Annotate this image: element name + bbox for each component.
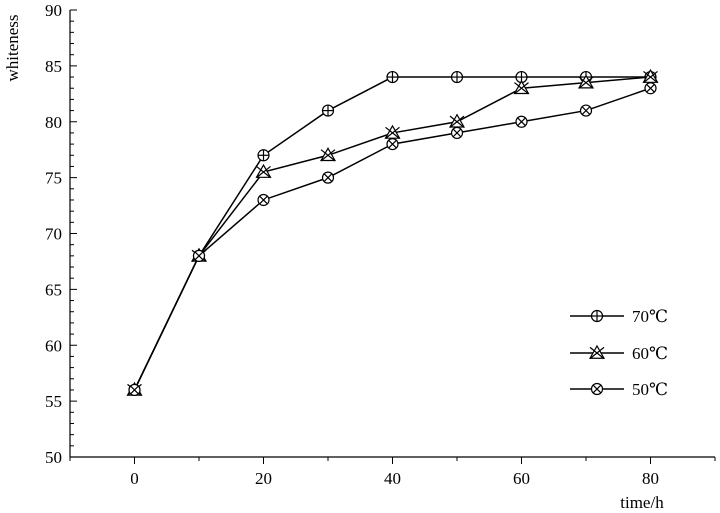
marker-diag-b — [259, 195, 268, 205]
y-tick-label: 75 — [45, 169, 62, 188]
marker-diag-b — [323, 173, 333, 183]
y-tick-label: 65 — [45, 280, 62, 299]
x-axis-label: time/h — [620, 493, 664, 512]
y-tick-label: 60 — [45, 336, 62, 355]
y-tick-label: 90 — [45, 1, 62, 20]
marker-diag-b — [589, 346, 605, 360]
y-tick-label: 70 — [45, 225, 62, 244]
data-point — [192, 249, 206, 262]
data-point — [448, 113, 466, 128]
legend: 70℃ 60℃ 50℃ — [570, 307, 668, 399]
x-tick-label: 60 — [513, 469, 530, 488]
y-axis-label: whiteness — [3, 14, 22, 81]
data-point — [128, 383, 141, 397]
y-tick-label: 85 — [45, 57, 62, 76]
marker-diag-b — [388, 139, 397, 149]
data-point — [515, 115, 528, 128]
series-line — [133, 76, 651, 391]
data-point — [644, 82, 657, 95]
series-2 — [128, 82, 657, 397]
data-point — [257, 193, 270, 207]
legend-label: 50℃ — [632, 380, 668, 399]
series-line — [133, 76, 651, 391]
data-point — [450, 126, 464, 140]
x-tick-label: 20 — [255, 469, 272, 488]
data-point — [255, 163, 272, 179]
marker-diag-b — [320, 149, 336, 162]
marker-diag-b — [578, 76, 594, 89]
x-tick-label: 0 — [130, 469, 139, 488]
marker-diag-b — [130, 385, 139, 395]
marker-diag-b — [194, 251, 204, 261]
legend-label: 60℃ — [632, 344, 668, 363]
legend-label: 70℃ — [632, 307, 668, 326]
axes: 50 55 60 65 70 75 80 85 90 0 20 40 60 80 — [45, 1, 716, 488]
data-point — [321, 104, 335, 117]
y-tick-label: 55 — [45, 392, 62, 411]
data-point — [321, 171, 335, 184]
data-point — [386, 138, 399, 151]
series-0 — [128, 70, 657, 397]
marker-diag-b — [646, 83, 655, 93]
marker-diag-b — [592, 384, 602, 394]
series-1 — [126, 68, 659, 397]
marker-diag-b — [385, 126, 400, 139]
y-tick-label: 50 — [45, 448, 62, 467]
marker-diag-b — [514, 82, 529, 95]
data-point — [513, 80, 530, 95]
x-tick-label: 80 — [642, 469, 659, 488]
marker-diag-b — [581, 106, 591, 115]
x-tick-label: 40 — [384, 469, 401, 488]
legend-marker — [590, 382, 604, 396]
legend-entry: 70℃ — [570, 307, 668, 326]
marker-diag-b — [643, 70, 658, 84]
legend-marker — [588, 344, 606, 360]
data-point — [579, 104, 593, 117]
data-point — [386, 70, 399, 84]
data-point — [577, 74, 595, 89]
data-point — [319, 147, 337, 162]
legend-marker — [590, 309, 604, 323]
data-point — [384, 124, 401, 139]
marker-diag-b — [452, 128, 462, 138]
legend-entry: 50℃ — [570, 380, 668, 399]
data-point — [450, 70, 464, 84]
data-point — [257, 149, 270, 162]
legend-entry: 60℃ — [570, 344, 668, 363]
y-tick-label: 80 — [45, 113, 62, 132]
marker-diag-b — [517, 117, 526, 127]
marker-diag-b — [256, 165, 271, 179]
marker-diag-b — [449, 115, 465, 128]
series-layer — [126, 68, 659, 397]
